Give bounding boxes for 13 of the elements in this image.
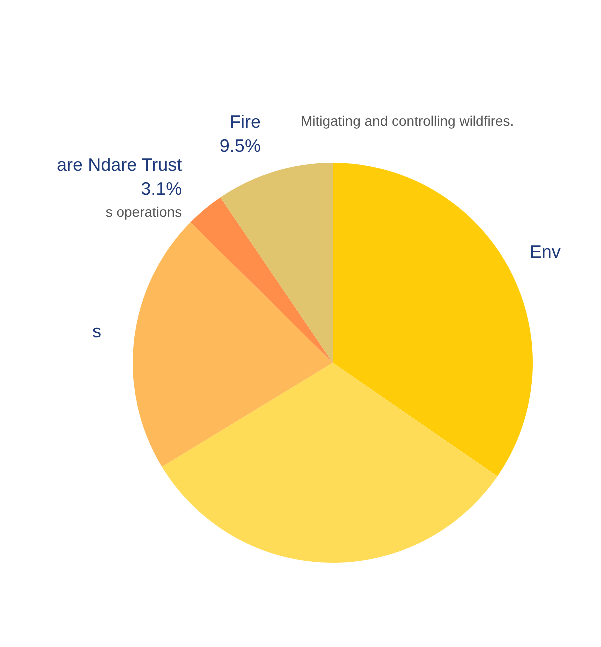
slice-label: s	[92, 322, 102, 342]
text: Mitigating and controlling wildfires.	[300, 113, 514, 130]
pie-slice	[190, 198, 333, 363]
pie-slice	[133, 222, 333, 467]
slice-label: Env	[530, 242, 561, 262]
data-label: 9.5%	[220, 136, 261, 156]
text: s operations	[106, 204, 182, 220]
pie-slice	[162, 363, 498, 563]
slice-label: are Ndare Trust	[57, 154, 182, 175]
pie-slice	[220, 163, 333, 363]
slice-label: Fire	[230, 112, 261, 132]
pie-slice	[333, 163, 533, 476]
data-label: 3.1%	[141, 178, 182, 199]
